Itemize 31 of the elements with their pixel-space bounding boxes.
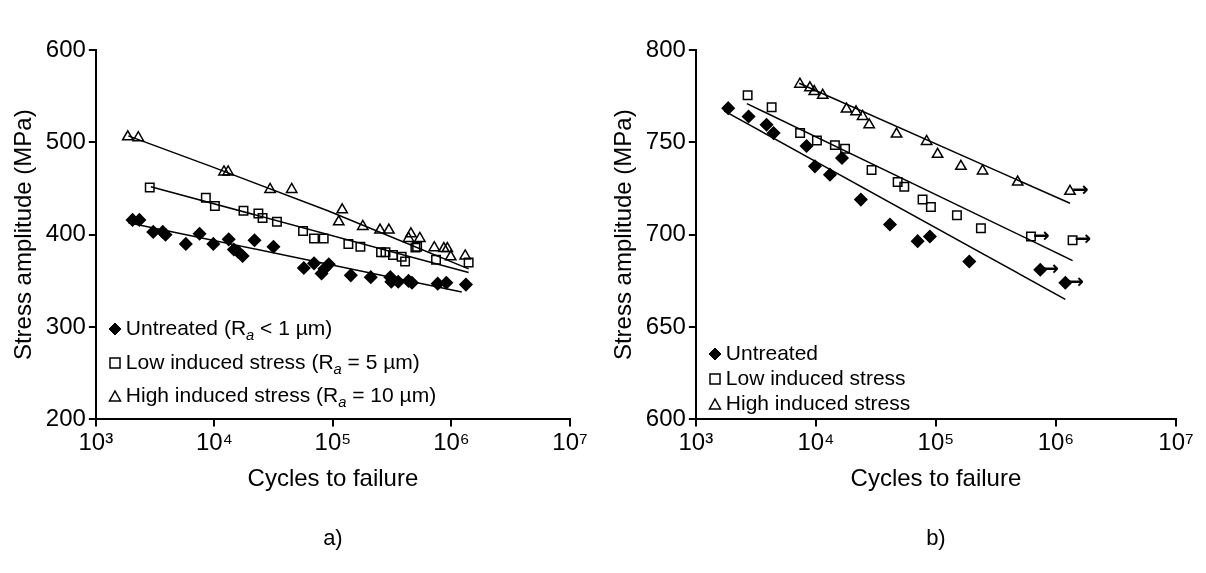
x-tick-label: 10⁶ [1037, 428, 1075, 456]
legend-label: Untreated [724, 340, 820, 366]
annotation: → [1074, 226, 1092, 251]
y-tick-label: 400 [45, 219, 86, 247]
x-axis-title: Cycles to failure [850, 464, 1022, 492]
y-axis-title: Stress amplitude (MPa) [9, 109, 37, 361]
y-tick-label: 750 [645, 126, 686, 154]
x-tick-label: 10⁴ [195, 428, 233, 456]
legend-label: Untreated (R$_{a}$ < 1 µm) [124, 315, 334, 346]
y-tick-label: 600 [45, 34, 86, 62]
x-tick-label: 10⁷ [1158, 428, 1194, 456]
x-tick-label: 10⁴ [797, 428, 835, 456]
y-tick-label: 700 [645, 219, 686, 247]
y-tick-label: 800 [645, 34, 686, 62]
x-tick-label: 10⁷ [552, 428, 588, 456]
text: a) [322, 525, 344, 551]
y-tick-label: 500 [45, 126, 86, 154]
x-tick-label: 10⁵ [917, 428, 955, 456]
legend-label: Low induced stress (R$_{a}$ = 5 µm) [124, 348, 421, 379]
y-axis-title: Stress amplitude (MPa) [609, 109, 637, 361]
legend-label: High induced stress [724, 390, 911, 416]
x-axis-title: Cycles to failure [247, 464, 419, 492]
legend-label: Low induced stress [724, 365, 907, 391]
annotation: → [1032, 222, 1050, 247]
x-tick-label: 10⁵ [314, 428, 352, 456]
y-tick-label: 650 [645, 311, 686, 339]
x-tick-label: 10⁶ [433, 428, 470, 456]
text: b) [925, 525, 947, 551]
annotation: → [1072, 177, 1089, 202]
legend-label: High induced stress (R$_{a}$ = 10 µm) [124, 381, 437, 412]
y-tick-label: 300 [45, 311, 86, 339]
